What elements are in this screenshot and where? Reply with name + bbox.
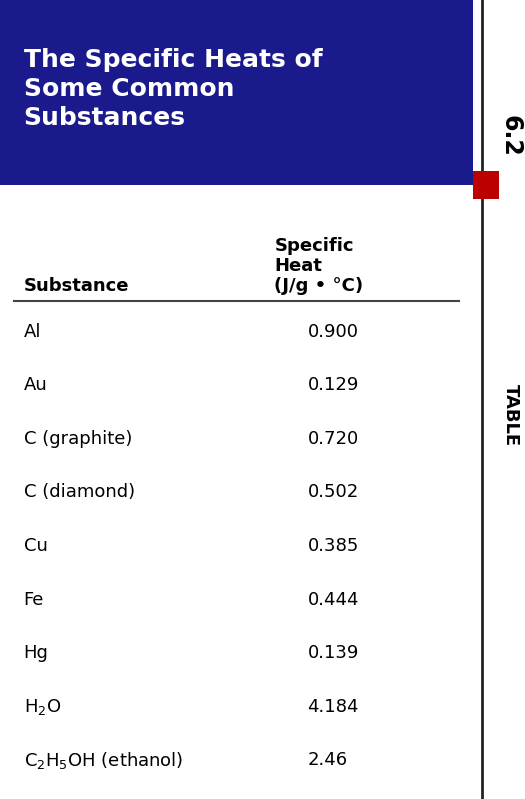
Text: 0.129: 0.129 [308,376,359,395]
Bar [0,0,473,185]
Text: Au: Au [24,376,47,395]
Text: TABLE: TABLE [501,384,519,447]
Text: 0.502: 0.502 [308,483,359,502]
Text: Substance: Substance [24,277,129,296]
Text: 6.2: 6.2 [498,115,522,157]
Text: 4.184: 4.184 [308,698,359,716]
Text: Cu: Cu [24,537,48,555]
Text: C$_2$H$_5$OH (ethanol): C$_2$H$_5$OH (ethanol) [24,749,183,771]
Text: Hg: Hg [24,644,48,662]
Text: The Specific Heats of
Some Common
Substances: The Specific Heats of Some Common Substa… [24,48,322,129]
Bar [473,171,499,200]
Text: 0.444: 0.444 [308,590,359,609]
Text: 0.720: 0.720 [308,430,359,448]
Text: 0.900: 0.900 [308,323,359,341]
Text: Specific
Heat
(J/g • °C): Specific Heat (J/g • °C) [275,237,363,296]
Text: Al: Al [24,323,41,341]
Text: 2.46: 2.46 [308,751,348,769]
Text: Fe: Fe [24,590,44,609]
Text: H$_2$O: H$_2$O [24,697,61,717]
Text: C (diamond): C (diamond) [24,483,135,502]
Text: 0.139: 0.139 [308,644,359,662]
Text: 0.385: 0.385 [308,537,359,555]
Text: C (graphite): C (graphite) [24,430,132,448]
